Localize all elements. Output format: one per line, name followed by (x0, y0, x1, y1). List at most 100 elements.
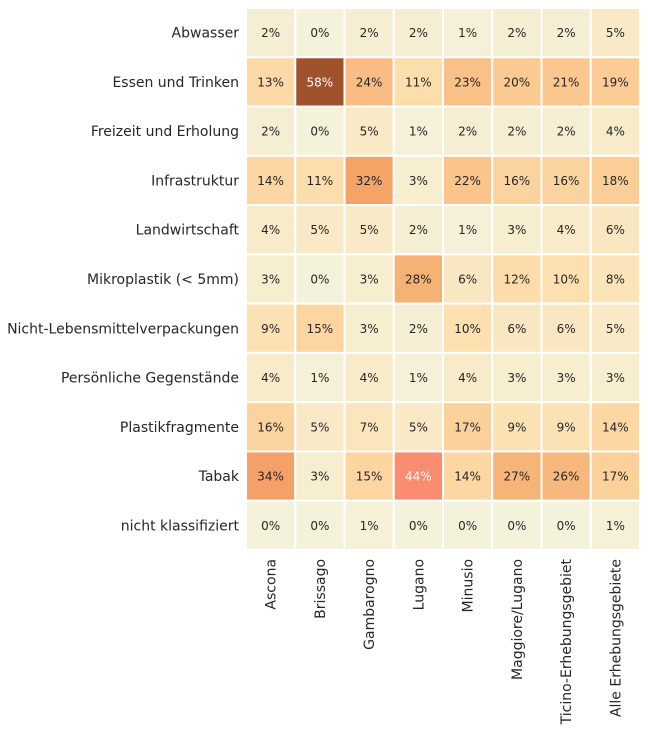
cell-value-label: 2% (458, 125, 477, 139)
column-label-maggiore-lugano: Maggiore/Lugano (510, 559, 526, 680)
cell-value-label: 11% (307, 174, 334, 188)
heatmap-cell (343, 401, 395, 453)
cell-value-label: 58% (307, 75, 334, 89)
heatmap-cell (294, 302, 346, 354)
heatmap-cell (392, 401, 444, 453)
cell-value-label: 3% (606, 371, 625, 385)
cell-value-label: 3% (360, 272, 379, 286)
cell-value-label: 1% (458, 26, 477, 40)
cell-value-label: 5% (606, 322, 625, 336)
cell-value-label: 24% (356, 75, 383, 89)
cell-value-label: 28% (405, 272, 432, 286)
cell-value-label: 0% (458, 519, 477, 533)
row-label-mikroplastik-5mm: Mikroplastik (< 5mm) (87, 272, 239, 288)
heatmap-cell (343, 351, 395, 404)
row-label-freizeit-und-erholung: Freizeit und Erholung (91, 124, 239, 140)
heatmap-cell (343, 154, 395, 207)
column-label-ascona: Ascona (264, 559, 280, 610)
cell-value-label: 3% (261, 272, 280, 286)
heatmap-cell (442, 204, 494, 256)
heatmap-cell (392, 105, 444, 157)
heatmap-cell (491, 7, 543, 59)
heatmap-cell (589, 105, 641, 157)
cell-value-label: 15% (356, 470, 383, 484)
cell-value-label: 17% (454, 420, 481, 434)
row-label-nicht-lebensmittelverpackungen: Nicht-Lebensmittelverpackungen (7, 321, 239, 337)
cell-value-label: 1% (360, 519, 379, 533)
cell-value-label: 0% (557, 519, 576, 533)
cell-value-label: 9% (507, 420, 526, 434)
heatmap-cell (491, 450, 543, 502)
heatmap-cell (343, 302, 395, 354)
cell-value-label: 5% (310, 223, 329, 237)
row-labels: Abwasser Essen und Trinken Freizeit und Er… (7, 26, 240, 535)
cell-value-label: 5% (310, 420, 329, 434)
heatmap-cell (294, 56, 346, 108)
cell-value-label: 2% (360, 26, 379, 40)
row-label-nicht-klassifiziert: nicht klassifiziert (121, 518, 240, 534)
cell-value-label: 3% (360, 322, 379, 336)
cell-value-label: 18% (602, 174, 629, 188)
cell-value-label: 1% (409, 371, 428, 385)
cell-value-label: 14% (602, 420, 629, 434)
cell-value-label: 15% (307, 322, 334, 336)
heatmap-cell (294, 401, 346, 453)
cell-value-label: 3% (557, 371, 576, 385)
heatmap-cell (540, 105, 592, 157)
heatmap-cell (442, 351, 494, 404)
cell-value-label: 2% (409, 223, 428, 237)
cell-value-label: 0% (261, 519, 280, 533)
cell-value-label: 1% (310, 371, 329, 385)
heatmap-cell (589, 351, 641, 404)
cell-value-label: 10% (553, 272, 580, 286)
heatmap-cell (491, 302, 543, 354)
row-label-tabak: Tabak (198, 469, 240, 485)
cell-value-label: 2% (557, 26, 576, 40)
cell-value-label: 1% (606, 519, 625, 533)
heatmap-cell (245, 499, 297, 551)
cell-value-label: 21% (553, 75, 580, 89)
column-label-brissago: Brissago (313, 559, 329, 619)
cell-value-label: 4% (360, 371, 379, 385)
cell-value-label: 11% (405, 75, 432, 89)
cell-value-label: 10% (454, 322, 481, 336)
cell-value-label: 27% (504, 470, 531, 484)
cell-value-label: 5% (360, 125, 379, 139)
cell-value-label: 0% (310, 519, 329, 533)
row-label-abwasser: Abwasser (172, 26, 240, 42)
heatmap-cell (589, 302, 641, 354)
cell-value-label: 4% (606, 125, 625, 139)
heatmap-cell (589, 401, 641, 453)
cell-value-label: 5% (409, 420, 428, 434)
heatmap-cell (294, 499, 346, 551)
cell-value-label: 17% (602, 470, 629, 484)
cell-value-label: 2% (507, 125, 526, 139)
cell-value-label: 9% (261, 322, 280, 336)
cell-value-label: 22% (454, 174, 481, 188)
row-label-pers-nliche-gegenst-nde: Persönliche Gegenstände (61, 371, 239, 387)
cell-value-label: 0% (409, 519, 428, 533)
cell-value-label: 2% (557, 125, 576, 139)
cell-value-label: 34% (257, 470, 284, 484)
heatmap-cell (343, 450, 395, 502)
cell-value-label: 2% (261, 125, 280, 139)
heatmap-cell (540, 302, 592, 354)
cell-value-label: 26% (553, 470, 580, 484)
cell-value-label: 13% (257, 75, 284, 89)
cell-value-label: 5% (360, 223, 379, 237)
column-labels: Ascona Brissago Gambarogno Lugano Minusio Mag… (264, 558, 625, 725)
cell-value-label: 5% (606, 26, 625, 40)
cell-value-label: 0% (310, 272, 329, 286)
heatmap-cell (442, 253, 494, 305)
cell-value-label: 6% (458, 272, 477, 286)
column-label-gambarogno: Gambarogno (362, 559, 378, 650)
cell-value-label: 16% (257, 420, 284, 434)
heatmap-cell (245, 450, 297, 502)
heatmap-cell (442, 401, 494, 453)
cell-value-label: 2% (409, 322, 428, 336)
cell-value-label: 1% (409, 125, 428, 139)
heatmap-cell (491, 499, 543, 551)
cell-value-label: 16% (553, 174, 580, 188)
row-label-landwirtschaft: Landwirtschaft (136, 223, 240, 239)
cell-value-label: 4% (261, 223, 280, 237)
